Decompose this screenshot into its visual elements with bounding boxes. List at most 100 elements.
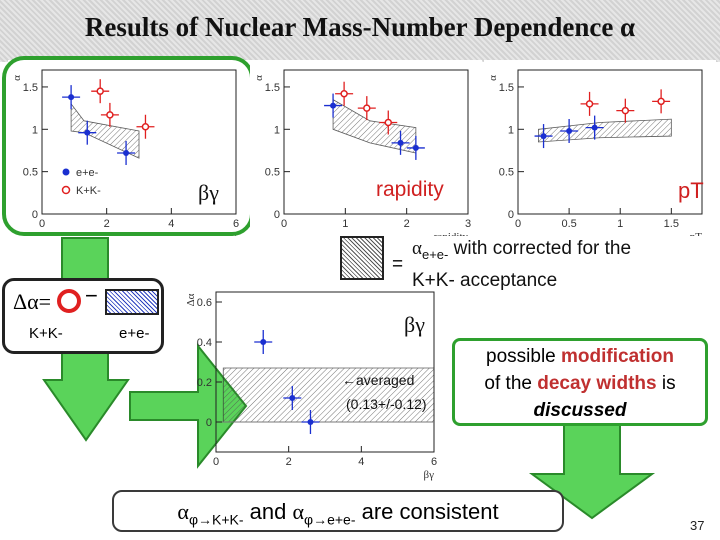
y-tick-label: 0.5 bbox=[265, 167, 280, 179]
x-tick-label: 0 bbox=[39, 218, 45, 230]
conclusion-rest: are consistent bbox=[355, 499, 499, 524]
data-point-filled bbox=[330, 102, 337, 109]
y-tick-label: 0.2 bbox=[197, 377, 212, 389]
left-arrow-icon: ← bbox=[342, 372, 356, 388]
data-point-open bbox=[141, 123, 150, 131]
rapidity-panel-label: rapidity bbox=[376, 178, 444, 201]
data-point-open bbox=[621, 106, 630, 115]
x-tick-label: 1.5 bbox=[664, 218, 679, 230]
x-tick-label: 3 bbox=[465, 218, 471, 230]
conclusion-and: and bbox=[243, 499, 293, 524]
delta-alpha-lhs: Δα= bbox=[13, 289, 52, 314]
x-tick-label: 4 bbox=[168, 218, 174, 230]
y-tick-label: 0 bbox=[274, 209, 280, 221]
data-point-open bbox=[657, 97, 665, 106]
data-point-filled bbox=[123, 150, 130, 157]
delta-alpha-minus: − bbox=[85, 283, 98, 308]
bg-panel-label: βγ bbox=[198, 180, 219, 205]
plot-delta: 0 2 4 6 0 0.2 0.4 0.6 βγ Δα bbox=[185, 291, 437, 481]
delta-alpha-box: Δα= − K+K- e+e- bbox=[2, 278, 164, 354]
y-tick-label: 1.5 bbox=[265, 82, 280, 94]
averaged-text: averaged bbox=[356, 372, 415, 388]
y-tick-label: 1 bbox=[32, 124, 38, 136]
hatch-band bbox=[538, 118, 672, 143]
hatch-band bbox=[70, 102, 140, 159]
delta-alpha-ee: e+e- bbox=[119, 325, 150, 342]
data-point-filled bbox=[591, 124, 598, 131]
legend-kk-marker bbox=[61, 185, 71, 195]
data-point-filled bbox=[260, 339, 267, 345]
y-tick-label: 0.4 bbox=[197, 337, 212, 349]
y-axis-label: α bbox=[253, 75, 265, 81]
data-point-open bbox=[585, 100, 594, 108]
x-axis-label: βγ bbox=[424, 469, 435, 481]
y-tick-label: 0.6 bbox=[197, 297, 212, 309]
data-point-filled bbox=[397, 139, 404, 146]
mod-highlight1: modification bbox=[561, 346, 674, 367]
x-tick-label: 4 bbox=[358, 456, 364, 468]
modification-box: possible modification of the decay width… bbox=[452, 338, 708, 426]
plot-pt: 0 0.5 1 1.5 0 0.5 1 1.5 pT α bbox=[484, 60, 716, 236]
data-point-open bbox=[106, 111, 114, 119]
axis-frame bbox=[215, 291, 435, 453]
slide-title: Results of Nuclear Mass-Number Dependenc… bbox=[84, 12, 636, 42]
legend-ee-marker bbox=[62, 168, 70, 176]
x-tick-label: 0.5 bbox=[561, 218, 576, 230]
data-point-filled bbox=[68, 94, 75, 101]
data-point-open bbox=[363, 104, 371, 112]
x-tick-label: 0 bbox=[515, 218, 521, 230]
data-point-filled bbox=[84, 129, 91, 136]
x-tick-label: 0 bbox=[281, 218, 287, 230]
y-tick-label: 1 bbox=[274, 124, 280, 136]
mod-part2: of the bbox=[484, 373, 538, 394]
y-tick-label: 0.5 bbox=[23, 167, 38, 179]
y-axis-label: Δα bbox=[185, 293, 197, 306]
plot-rapidity: 0 1 2 3 0 0.5 1 1.5 rapidity α bbox=[250, 60, 482, 236]
hatch-note-line2: K+K- acceptance bbox=[412, 269, 558, 291]
mod-part1: possible bbox=[486, 346, 562, 367]
x-tick-label: 2 bbox=[286, 456, 292, 468]
y-tick-label: 1.5 bbox=[23, 82, 38, 94]
delta-panel-label: βγ bbox=[404, 312, 425, 337]
green-arrow-right bbox=[129, 343, 248, 469]
axis-frame bbox=[517, 69, 703, 215]
delta-alpha-kk: K+K- bbox=[29, 325, 63, 342]
data-point-filled bbox=[412, 144, 419, 151]
x-tick-label: 6 bbox=[431, 456, 437, 468]
conclusion-sub2: φ→e+e- bbox=[304, 511, 356, 528]
y-tick-label: 0 bbox=[508, 209, 514, 221]
ee-hatch-swatch-icon bbox=[105, 289, 159, 315]
hatch-note-alpha: α bbox=[412, 238, 422, 259]
bg-panel-highlight bbox=[2, 56, 254, 236]
conclusion-alpha1: α bbox=[177, 499, 189, 524]
conclusion-alpha2: α bbox=[292, 499, 304, 524]
mod-part4: discussed bbox=[533, 400, 627, 421]
averaged-label: ←averaged bbox=[342, 372, 414, 388]
data-point-filled bbox=[566, 127, 573, 134]
data-point-filled bbox=[307, 419, 314, 425]
kk-open-circle-icon bbox=[57, 289, 81, 313]
data-point-open bbox=[384, 118, 393, 127]
y-axis-label: α bbox=[487, 75, 499, 81]
hatch-equals: = bbox=[392, 254, 404, 275]
hatch-swatch bbox=[340, 236, 384, 280]
x-tick-label: 0 bbox=[213, 456, 219, 468]
conclusion-sub1: φ→K+K- bbox=[188, 511, 244, 528]
legend-label: K+K- bbox=[76, 185, 101, 197]
hatch-note: αe+e- with corrected for the K+K- accept… bbox=[412, 236, 631, 294]
y-tick-label: 1.5 bbox=[499, 82, 514, 94]
page-number: 37 bbox=[690, 518, 705, 533]
y-tick-label: 0 bbox=[206, 417, 212, 429]
x-tick-label: 2 bbox=[404, 218, 410, 230]
mod-part3: is bbox=[656, 373, 676, 394]
y-tick-label: 1 bbox=[508, 124, 514, 136]
hatch-note-line1: with corrected for the bbox=[448, 238, 632, 259]
axis-frame bbox=[41, 69, 237, 215]
x-axis-label: rapidity bbox=[434, 231, 469, 236]
data-point-open bbox=[96, 87, 104, 95]
conclusion-box: αφ→K+K- and αφ→e+e- are consistent bbox=[112, 490, 564, 532]
hatch-note-sub: e+e- bbox=[421, 246, 449, 262]
pt-panel-label: pT bbox=[678, 178, 704, 203]
legend-label: e+e- bbox=[76, 167, 99, 179]
